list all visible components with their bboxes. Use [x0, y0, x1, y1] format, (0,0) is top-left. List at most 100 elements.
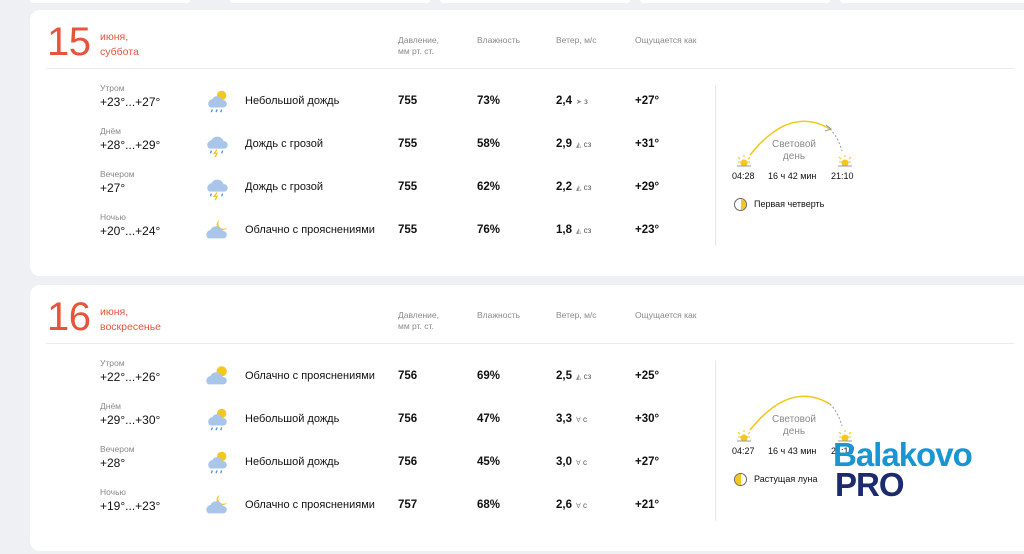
sunset-time: 21:10 [831, 446, 854, 456]
header-pressure: Давление, мм рт. ст. [398, 35, 439, 57]
forecast-row: Днём +28°...+29° Дождь с грозой 755 58% 2,9 ◭ … [30, 126, 710, 166]
forecast-row: Ночью +19°...+23° Облачно с прояснениями 75… [30, 487, 710, 527]
divider-vertical [715, 86, 716, 246]
pressure-value: 755 [398, 138, 418, 150]
feels-like-value: +27° [635, 95, 660, 107]
forecast-row: Днём +29°...+30° Небольшой дождь 756 47% 3,3 ∀… [30, 401, 710, 441]
feels-like-value: +25° [635, 370, 660, 382]
wind-direction: ➤ з [576, 97, 588, 106]
watermark-line1: Balakovo [833, 436, 973, 473]
forecast-row: Вечером +28° Небольшой дождь 756 45% 3,0 ∀ с +2… [30, 444, 710, 484]
forecast-row: Утром +22°...+26° Облачно с прояснениями 75… [30, 358, 710, 398]
wind-speed: 2,9 [556, 138, 572, 150]
pressure-value: 755 [398, 224, 418, 236]
cloud-moon-icon [206, 219, 228, 239]
header-wind: Ветер, м/с [556, 35, 597, 45]
time-of-day-label: Утром [100, 358, 125, 368]
wind-direction-label: сз [583, 372, 592, 381]
daylight-label-line2: день [782, 151, 806, 162]
day-card: 15 июня, суббота Давление, мм рт. ст. Вл… [30, 10, 1024, 276]
pressure-value: 756 [398, 370, 418, 382]
sunset-time: 21:10 [831, 171, 854, 181]
humidity-value: 76% [477, 224, 501, 236]
header-pressure-line1: Давление, [398, 35, 440, 45]
moon-phase: Первая четверть [734, 198, 874, 214]
wind-arrow-icon: ◭ [576, 185, 582, 192]
day-weekday: воскресенье [100, 321, 162, 333]
wind-arrow-icon: ∀ [576, 417, 581, 424]
wind-direction-label: с [583, 415, 588, 424]
pressure-value: 755 [398, 181, 418, 193]
sunrise-icon [737, 155, 751, 167]
condition-text: Облачно с прояснениями [245, 224, 375, 236]
humidity-value: 73% [477, 95, 501, 107]
day-weekday: суббота [100, 46, 139, 58]
feels-like-value: +31° [635, 138, 660, 150]
time-of-day-label: Днём [100, 401, 122, 411]
header-pressure-line1: Давление, [398, 310, 440, 320]
wind-arrow-icon: ◭ [576, 374, 582, 381]
sun-arc-icon [737, 395, 852, 442]
wind-direction: ◭ сз [576, 140, 591, 149]
humidity-value: 68% [477, 499, 501, 511]
temperature: +19°...+23° [100, 499, 161, 513]
wind-direction-label: сз [583, 183, 592, 192]
cloud-sun-rain-icon [208, 408, 227, 431]
wind-direction-label: с [583, 501, 588, 510]
sun-arc-icon [737, 120, 852, 167]
humidity-value: 69% [477, 370, 501, 382]
divider [46, 343, 1014, 344]
wind-direction: ◭ сз [576, 183, 591, 192]
prev-card-edge [30, 0, 190, 3]
temperature: +27° [100, 181, 126, 195]
forecast-row: Утром +23°...+27° Небольшой дождь 755 73% 2,4… [30, 83, 710, 123]
forecast-row: Ночью +20°...+24° Облачно с прояснениями 75… [30, 212, 710, 252]
wind-direction: ◭ сз [576, 372, 591, 381]
prev-card-edge [840, 0, 1024, 3]
prev-card-edge [640, 0, 830, 3]
wind-arrow-icon: ➤ [576, 99, 582, 106]
daylight-arc: Световой день 04:27 16 ч 43 мин 21:10 [730, 390, 870, 460]
daylight-label-line1: Световой [771, 414, 817, 425]
daylight-label: Световой день [770, 414, 818, 438]
daylight-arc: Световой день 04:28 16 ч 42 мин 21:10 [730, 115, 870, 185]
watermark-line2: PRO [835, 466, 905, 503]
wind-direction: ∀ с [576, 415, 587, 424]
feels-like-value: +27° [635, 456, 660, 468]
feels-like-value: +21° [635, 499, 660, 511]
sunset-icon [838, 430, 852, 442]
header-pressure-line2: мм рт. ст. [398, 321, 434, 331]
top-strip [30, 0, 1024, 3]
divider [46, 68, 1014, 69]
cloud-sun-rain-icon [208, 451, 227, 474]
sunrise-time: 04:28 [732, 171, 755, 181]
condition-text: Облачно с прояснениями [245, 370, 375, 382]
pressure-value: 755 [398, 95, 418, 107]
condition-text: Облачно с прояснениями [245, 499, 375, 511]
temperature: +20°...+24° [100, 224, 161, 238]
wind-arrow-icon: ◭ [576, 228, 582, 235]
temperature: +23°...+27° [100, 95, 161, 109]
day-number: 16 [47, 295, 91, 339]
condition-text: Небольшой дождь [245, 456, 340, 468]
cloud-sun-rain-icon [208, 90, 227, 113]
daylight-label: Световой день [770, 139, 818, 163]
moon-phase-icon [734, 473, 747, 486]
feels-like-value: +30° [635, 413, 660, 425]
daylight-label-line1: Световой [771, 139, 817, 150]
header-feels: Ощущается как [635, 310, 697, 320]
watermark-logo: Balakovo PRO [833, 436, 993, 506]
prev-card-edge [230, 0, 430, 3]
moon-phase: Растущая луна [734, 473, 874, 489]
cloud-thunder-rain-icon [207, 179, 228, 201]
condition-text: Дождь с грозой [245, 181, 323, 193]
humidity-value: 47% [477, 413, 501, 425]
time-of-day-label: Вечером [100, 169, 135, 179]
pressure-value: 756 [398, 456, 418, 468]
time-of-day-label: Утром [100, 83, 125, 93]
condition-text: Дождь с грозой [245, 138, 323, 150]
forecast-row: Вечером +27° Дождь с грозой 755 62% 2,2 ◭ сз +2… [30, 169, 710, 209]
wind-speed: 3,0 [556, 456, 572, 468]
moon-phase-icon [734, 198, 747, 211]
sunrise-icon [737, 430, 751, 442]
